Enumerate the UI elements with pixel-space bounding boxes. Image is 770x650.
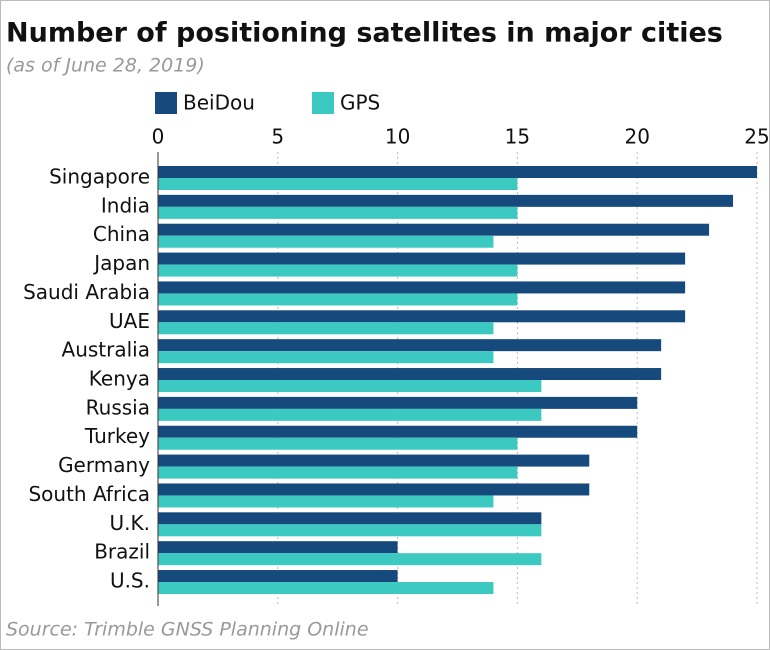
source: Source: Trimble GNSS Planning Online	[6, 619, 369, 641]
bar	[158, 368, 662, 381]
chart-title: Number of positioning satellites in majo…	[6, 18, 723, 49]
y-tick-label: Russia	[86, 395, 150, 419]
bar	[158, 281, 686, 294]
legend-label: GPS	[340, 91, 380, 115]
bar	[158, 293, 518, 306]
y-tick-label: China	[93, 222, 150, 246]
bar	[158, 166, 757, 178]
y-tick-label: Germany	[58, 453, 150, 477]
bar	[158, 310, 686, 323]
bar	[158, 194, 734, 207]
bar	[158, 437, 518, 450]
bar	[158, 322, 494, 335]
bar	[158, 582, 494, 595]
x-tick-label: 25	[744, 125, 769, 149]
bar	[158, 524, 542, 537]
bar	[158, 512, 542, 525]
y-tick-label: U.S.	[110, 569, 150, 593]
legend-label: BeiDou	[183, 91, 255, 115]
x-tick-label: 20	[624, 125, 649, 149]
bar	[158, 425, 638, 438]
bar	[158, 553, 542, 566]
bar	[158, 264, 518, 277]
bar	[158, 495, 494, 508]
chart-subtitle: (as of June 28, 2019)	[6, 55, 205, 77]
bar	[158, 223, 710, 236]
bar	[158, 408, 542, 421]
x-tick-label: 0	[152, 125, 165, 149]
bar	[158, 541, 398, 554]
bar	[158, 351, 494, 364]
y-tick-label: Brazil	[94, 540, 150, 564]
y-tick-label: Saudi Arabia	[23, 280, 150, 304]
bar	[158, 252, 686, 265]
y-tick-label: Australia	[62, 338, 150, 362]
bar	[158, 483, 590, 496]
legend-swatch	[155, 92, 177, 114]
bar	[158, 466, 518, 479]
y-tick-label: Kenya	[89, 367, 150, 391]
bar	[158, 380, 542, 393]
legend-swatch	[312, 92, 334, 114]
bar	[158, 206, 518, 219]
y-tick-label: Singapore	[49, 165, 150, 189]
x-tick-label: 15	[505, 125, 530, 149]
bar	[158, 178, 518, 190]
y-tick-label: India	[101, 193, 150, 217]
bar	[158, 454, 590, 467]
bar	[158, 235, 494, 248]
bar	[158, 396, 638, 409]
y-tick-label: South Africa	[28, 482, 150, 506]
x-tick-label: 5	[271, 125, 284, 149]
y-tick-label: Japan	[92, 251, 150, 275]
bar	[158, 570, 398, 583]
bar	[158, 339, 662, 352]
x-tick-label: 10	[385, 125, 410, 149]
y-tick-label: U.K.	[110, 511, 150, 535]
y-tick-label: Turkey	[84, 424, 150, 448]
y-tick-label: UAE	[109, 309, 150, 333]
